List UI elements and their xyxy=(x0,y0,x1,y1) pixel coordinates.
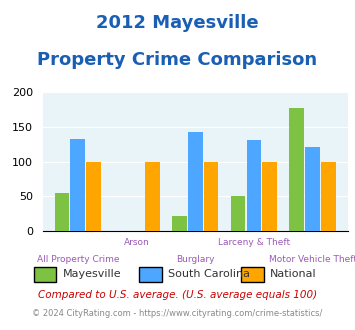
Bar xyxy=(71,139,85,231)
Bar xyxy=(204,162,218,231)
Text: Compared to U.S. average. (U.S. average equals 100): Compared to U.S. average. (U.S. average … xyxy=(38,290,317,300)
Bar xyxy=(262,162,277,231)
Bar xyxy=(305,147,320,231)
Bar xyxy=(172,216,187,231)
Bar xyxy=(231,196,245,231)
FancyBboxPatch shape xyxy=(241,267,264,282)
Text: © 2024 CityRating.com - https://www.cityrating.com/crime-statistics/: © 2024 CityRating.com - https://www.city… xyxy=(32,309,323,318)
Bar xyxy=(86,162,101,231)
Bar xyxy=(321,162,336,231)
Text: Burglary: Burglary xyxy=(176,254,214,264)
Bar xyxy=(145,162,160,231)
Text: All Property Crime: All Property Crime xyxy=(37,254,119,264)
Bar xyxy=(55,193,69,231)
FancyBboxPatch shape xyxy=(139,267,162,282)
Text: South Carolina: South Carolina xyxy=(168,269,250,280)
Text: 2012 Mayesville: 2012 Mayesville xyxy=(96,14,259,32)
FancyBboxPatch shape xyxy=(34,267,56,282)
Bar xyxy=(247,140,261,231)
Text: Motor Vehicle Theft: Motor Vehicle Theft xyxy=(269,254,355,264)
Text: Property Crime Comparison: Property Crime Comparison xyxy=(37,51,318,69)
Bar xyxy=(289,108,304,231)
Text: Mayesville: Mayesville xyxy=(62,269,121,280)
Text: Larceny & Theft: Larceny & Theft xyxy=(218,238,290,247)
Text: Arson: Arson xyxy=(124,238,149,247)
Text: National: National xyxy=(270,269,317,280)
Bar xyxy=(188,132,203,231)
